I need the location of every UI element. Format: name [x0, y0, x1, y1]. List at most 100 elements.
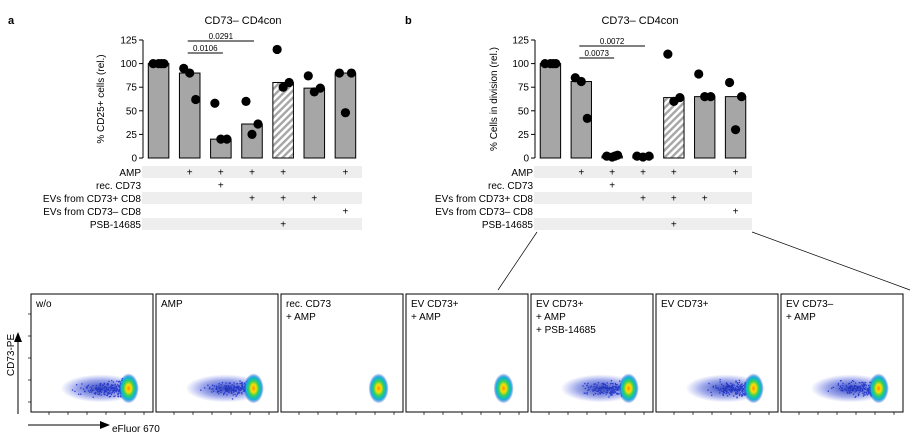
- flow-panel-label: + AMP: [411, 312, 441, 323]
- flow-panel-label: EV CD73+: [661, 299, 709, 310]
- flow-panel: EV CD73+ + AMP + PSB-14685: [530, 293, 654, 415]
- y-axis-arrowhead: [14, 332, 22, 342]
- density-hotspot: [368, 373, 389, 404]
- y-tick-label: 100: [512, 59, 529, 70]
- y-tick-label: 75: [126, 83, 138, 94]
- y-tick-label: 50: [518, 106, 530, 117]
- condition-label: PSB-14685: [90, 220, 142, 231]
- condition-mark: +: [733, 207, 739, 218]
- condition-mark: +: [280, 194, 286, 205]
- bar: [147, 63, 170, 159]
- data-point: [272, 44, 282, 55]
- panel-title: CD73– CD4con: [204, 15, 281, 27]
- p-value-label: 0.0072: [600, 37, 625, 46]
- condition-mark: +: [249, 168, 255, 179]
- data-point: [582, 113, 592, 123]
- flow-panel-label: + AMP: [536, 312, 566, 323]
- data-point: [210, 98, 220, 108]
- condition-mark: +: [578, 168, 584, 179]
- data-point: [644, 151, 654, 161]
- data-point: [736, 92, 747, 102]
- data-point: [663, 49, 673, 59]
- y-tick-label: 25: [518, 130, 530, 141]
- data-point: [706, 92, 716, 102]
- flow-panel-label: + AMP: [786, 312, 816, 323]
- condition-mark: +: [343, 207, 349, 218]
- bar: [272, 81, 294, 159]
- y-tick-label: 0: [523, 154, 529, 165]
- bar: [303, 87, 326, 159]
- condition-mark: +: [311, 194, 317, 205]
- data-point: [576, 76, 586, 87]
- p-value-label: 0.0291: [209, 32, 234, 41]
- condition-mark: +: [733, 168, 739, 179]
- flow-panel: w/o: [28, 293, 154, 415]
- flow-panel-label: rec. CD73: [286, 299, 331, 310]
- condition-mark: +: [187, 168, 193, 179]
- flow-panel: EV CD73+ + AMP: [405, 293, 529, 415]
- data-point: [303, 71, 313, 81]
- row-stripe: [534, 166, 752, 178]
- y-tick-label: 100: [120, 59, 137, 70]
- condition-mark: +: [671, 168, 677, 179]
- condition-mark: +: [671, 220, 677, 231]
- condition-mark: +: [280, 168, 286, 179]
- data-point: [247, 129, 257, 139]
- flow-panel: rec. CD73 + AMP: [280, 293, 404, 415]
- panel-a: a CD73– CD4con 0 25 50 75 100 125 % CD25+ cells …: [8, 15, 362, 231]
- zoom-connector-right: [751, 231, 911, 291]
- condition-label: EVs from CD73+ CD8: [43, 194, 142, 205]
- data-point: [185, 68, 195, 78]
- density-hotspot: [118, 373, 139, 404]
- y-tick-label: 0: [131, 154, 137, 165]
- p-value-label: 0.0106: [193, 44, 218, 53]
- panel-letter: a: [8, 15, 15, 27]
- condition-mark: +: [218, 181, 224, 192]
- data-point: [315, 83, 325, 93]
- density-hotspot: [493, 373, 514, 404]
- row-stripe: [534, 192, 752, 204]
- data-point: [253, 119, 263, 129]
- flow-panel: EV CD73– + AMP: [780, 293, 904, 415]
- row-stripe: [142, 218, 362, 230]
- panel-b: b CD73– CD4con 0 25 50 75 100 125 % Cells in div…: [405, 15, 752, 231]
- data-point: [156, 59, 166, 69]
- panel-title: CD73– CD4con: [601, 15, 678, 27]
- bar: [539, 63, 562, 159]
- y-axis-label: % CD25+ cells (rel.): [96, 54, 107, 143]
- bar: [663, 97, 685, 159]
- condition-label: EVs from CD73– CD8: [43, 207, 141, 218]
- condition-mark: +: [640, 194, 646, 205]
- condition-mark: +: [671, 194, 677, 205]
- data-point: [346, 68, 357, 78]
- condition-mark: +: [249, 194, 255, 205]
- data-point: [675, 92, 685, 103]
- density-hotspot: [868, 373, 889, 404]
- flow-panel-label: + AMP: [286, 312, 316, 323]
- y-axis-label: % Cells in division (rel.): [489, 47, 500, 151]
- data-point: [724, 77, 735, 88]
- flow-panel-label: AMP: [161, 299, 183, 310]
- y-tick-label: 50: [126, 106, 138, 117]
- flow-y-axis-label: CD73-PE: [6, 334, 17, 377]
- bar: [241, 123, 263, 159]
- density-hotspot: [743, 373, 764, 404]
- data-point: [241, 96, 251, 106]
- condition-label: AMP: [119, 168, 141, 179]
- data-point: [340, 108, 351, 118]
- condition-mark: +: [609, 168, 615, 179]
- condition-mark: +: [218, 168, 224, 179]
- density-hotspot: [618, 373, 639, 404]
- condition-label: rec. CD73: [96, 181, 141, 192]
- row-stripe: [142, 166, 362, 178]
- flow-panel-label: EV CD73+: [536, 299, 584, 310]
- condition-mark: +: [343, 168, 349, 179]
- data-point: [284, 77, 294, 88]
- flow-panel-label: + PSB-14685: [536, 325, 596, 336]
- flow-panel: AMP: [155, 293, 279, 415]
- flow-panel-label: EV CD73–: [786, 299, 834, 310]
- data-point: [694, 69, 704, 79]
- condition-label: rec. CD73: [488, 181, 533, 192]
- flow-panel: EV CD73+: [655, 293, 779, 415]
